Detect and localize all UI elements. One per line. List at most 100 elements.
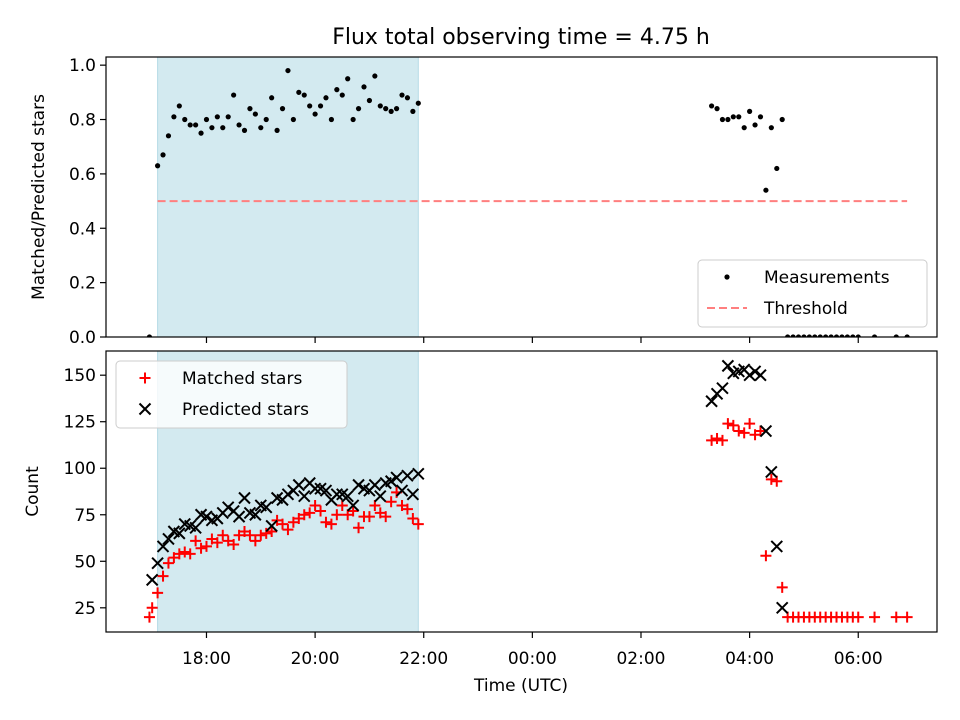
data-point	[904, 334, 910, 337]
data-point	[410, 108, 416, 114]
data-point	[763, 187, 769, 193]
predicted-point	[705, 395, 718, 408]
matched-point	[195, 542, 207, 554]
data-point	[372, 73, 378, 79]
matched-point	[304, 507, 316, 519]
data-point	[850, 334, 856, 337]
matched-point	[152, 587, 164, 599]
data-point	[768, 125, 774, 131]
matched-point	[228, 539, 240, 551]
matched-point	[722, 418, 734, 430]
y-tick-label: 0.6	[69, 165, 96, 185]
matched-point	[380, 511, 392, 523]
data-point	[714, 106, 720, 112]
predicted-point	[384, 475, 398, 488]
matched-point	[217, 529, 229, 541]
data-point	[725, 116, 731, 123]
data-point	[187, 122, 193, 128]
matched-point	[869, 611, 881, 623]
y-tick-label: 100	[64, 459, 96, 479]
y-tick-label: 0.2	[69, 274, 96, 294]
data-point	[209, 125, 215, 131]
data-point	[736, 114, 742, 120]
data-point	[339, 92, 345, 98]
data-point	[279, 106, 286, 112]
y-axis-label: Matched/Predicted stars	[29, 94, 49, 300]
matched-point	[320, 516, 332, 528]
legend-label: Threshold	[763, 299, 848, 319]
predicted-point	[238, 491, 251, 505]
legend-marker	[138, 402, 152, 416]
data-point	[146, 334, 153, 337]
predicted-point	[346, 499, 360, 512]
matched-point	[325, 518, 337, 530]
predicted-point	[162, 532, 175, 546]
matched-point	[347, 505, 359, 517]
predicted-point	[352, 478, 365, 492]
data-point	[415, 100, 421, 106]
matched-point	[754, 425, 766, 437]
predicted-point	[743, 368, 756, 382]
matched-point	[336, 499, 348, 511]
predicted-point	[716, 382, 729, 395]
legend: Matched stars Predicted stars	[115, 360, 348, 429]
legend: Measurements Threshold	[697, 259, 928, 328]
data-point	[290, 116, 296, 123]
matched-point	[401, 503, 413, 515]
data-point	[855, 334, 861, 337]
matched-point	[266, 526, 278, 538]
y-tick-label: 25	[74, 599, 96, 619]
matched-point	[143, 611, 155, 623]
data-point	[355, 106, 362, 112]
y-tick-label: 50	[74, 552, 96, 572]
matched-point	[765, 473, 777, 485]
legend-box	[115, 360, 348, 429]
predicted-point	[308, 482, 322, 495]
data-point	[795, 334, 802, 337]
predicted-point	[319, 484, 333, 497]
y-tick-label: 1.0	[69, 56, 96, 76]
plot-area	[143, 359, 913, 623]
predicted-point	[298, 489, 311, 503]
matched-point	[363, 511, 375, 523]
predicted-point	[189, 521, 202, 534]
y-axis-label: Count	[23, 466, 43, 517]
matched-point	[298, 509, 310, 521]
matched-point	[706, 434, 718, 446]
data-point	[334, 87, 340, 93]
data-point	[176, 103, 182, 109]
matched-point	[385, 496, 397, 508]
predicted-point	[151, 556, 164, 570]
data-point	[752, 122, 758, 128]
matched-point	[727, 419, 739, 431]
matched-point	[776, 581, 788, 593]
data-point	[241, 127, 248, 133]
predicted-point	[200, 510, 213, 523]
data-point	[220, 125, 226, 131]
x-tick-label: 00:00	[508, 649, 557, 669]
data-point	[171, 114, 177, 120]
legend-label: Predicted stars	[182, 400, 309, 420]
x-tick-label: 18:00	[182, 649, 231, 669]
matched-point	[412, 518, 424, 530]
data-point	[399, 92, 405, 98]
matched-point	[211, 537, 223, 549]
data-point	[263, 116, 269, 123]
data-point	[730, 114, 736, 120]
data-point	[247, 106, 253, 112]
matched-point	[711, 432, 723, 444]
y-tick-label: 0.4	[69, 219, 96, 239]
predicted-point	[173, 527, 186, 540]
predicted-point	[265, 519, 278, 533]
data-point	[258, 125, 264, 131]
data-point	[817, 334, 823, 337]
matched-point	[716, 434, 728, 446]
x-axis: 18:00 20:00 22:00 00:00 02:00 04:00 06:00	[182, 649, 883, 669]
data-point	[182, 116, 188, 123]
data-point	[806, 334, 812, 337]
data-point	[236, 122, 242, 128]
data-point	[323, 95, 329, 101]
data-point	[383, 106, 389, 112]
matched-point	[331, 509, 343, 521]
